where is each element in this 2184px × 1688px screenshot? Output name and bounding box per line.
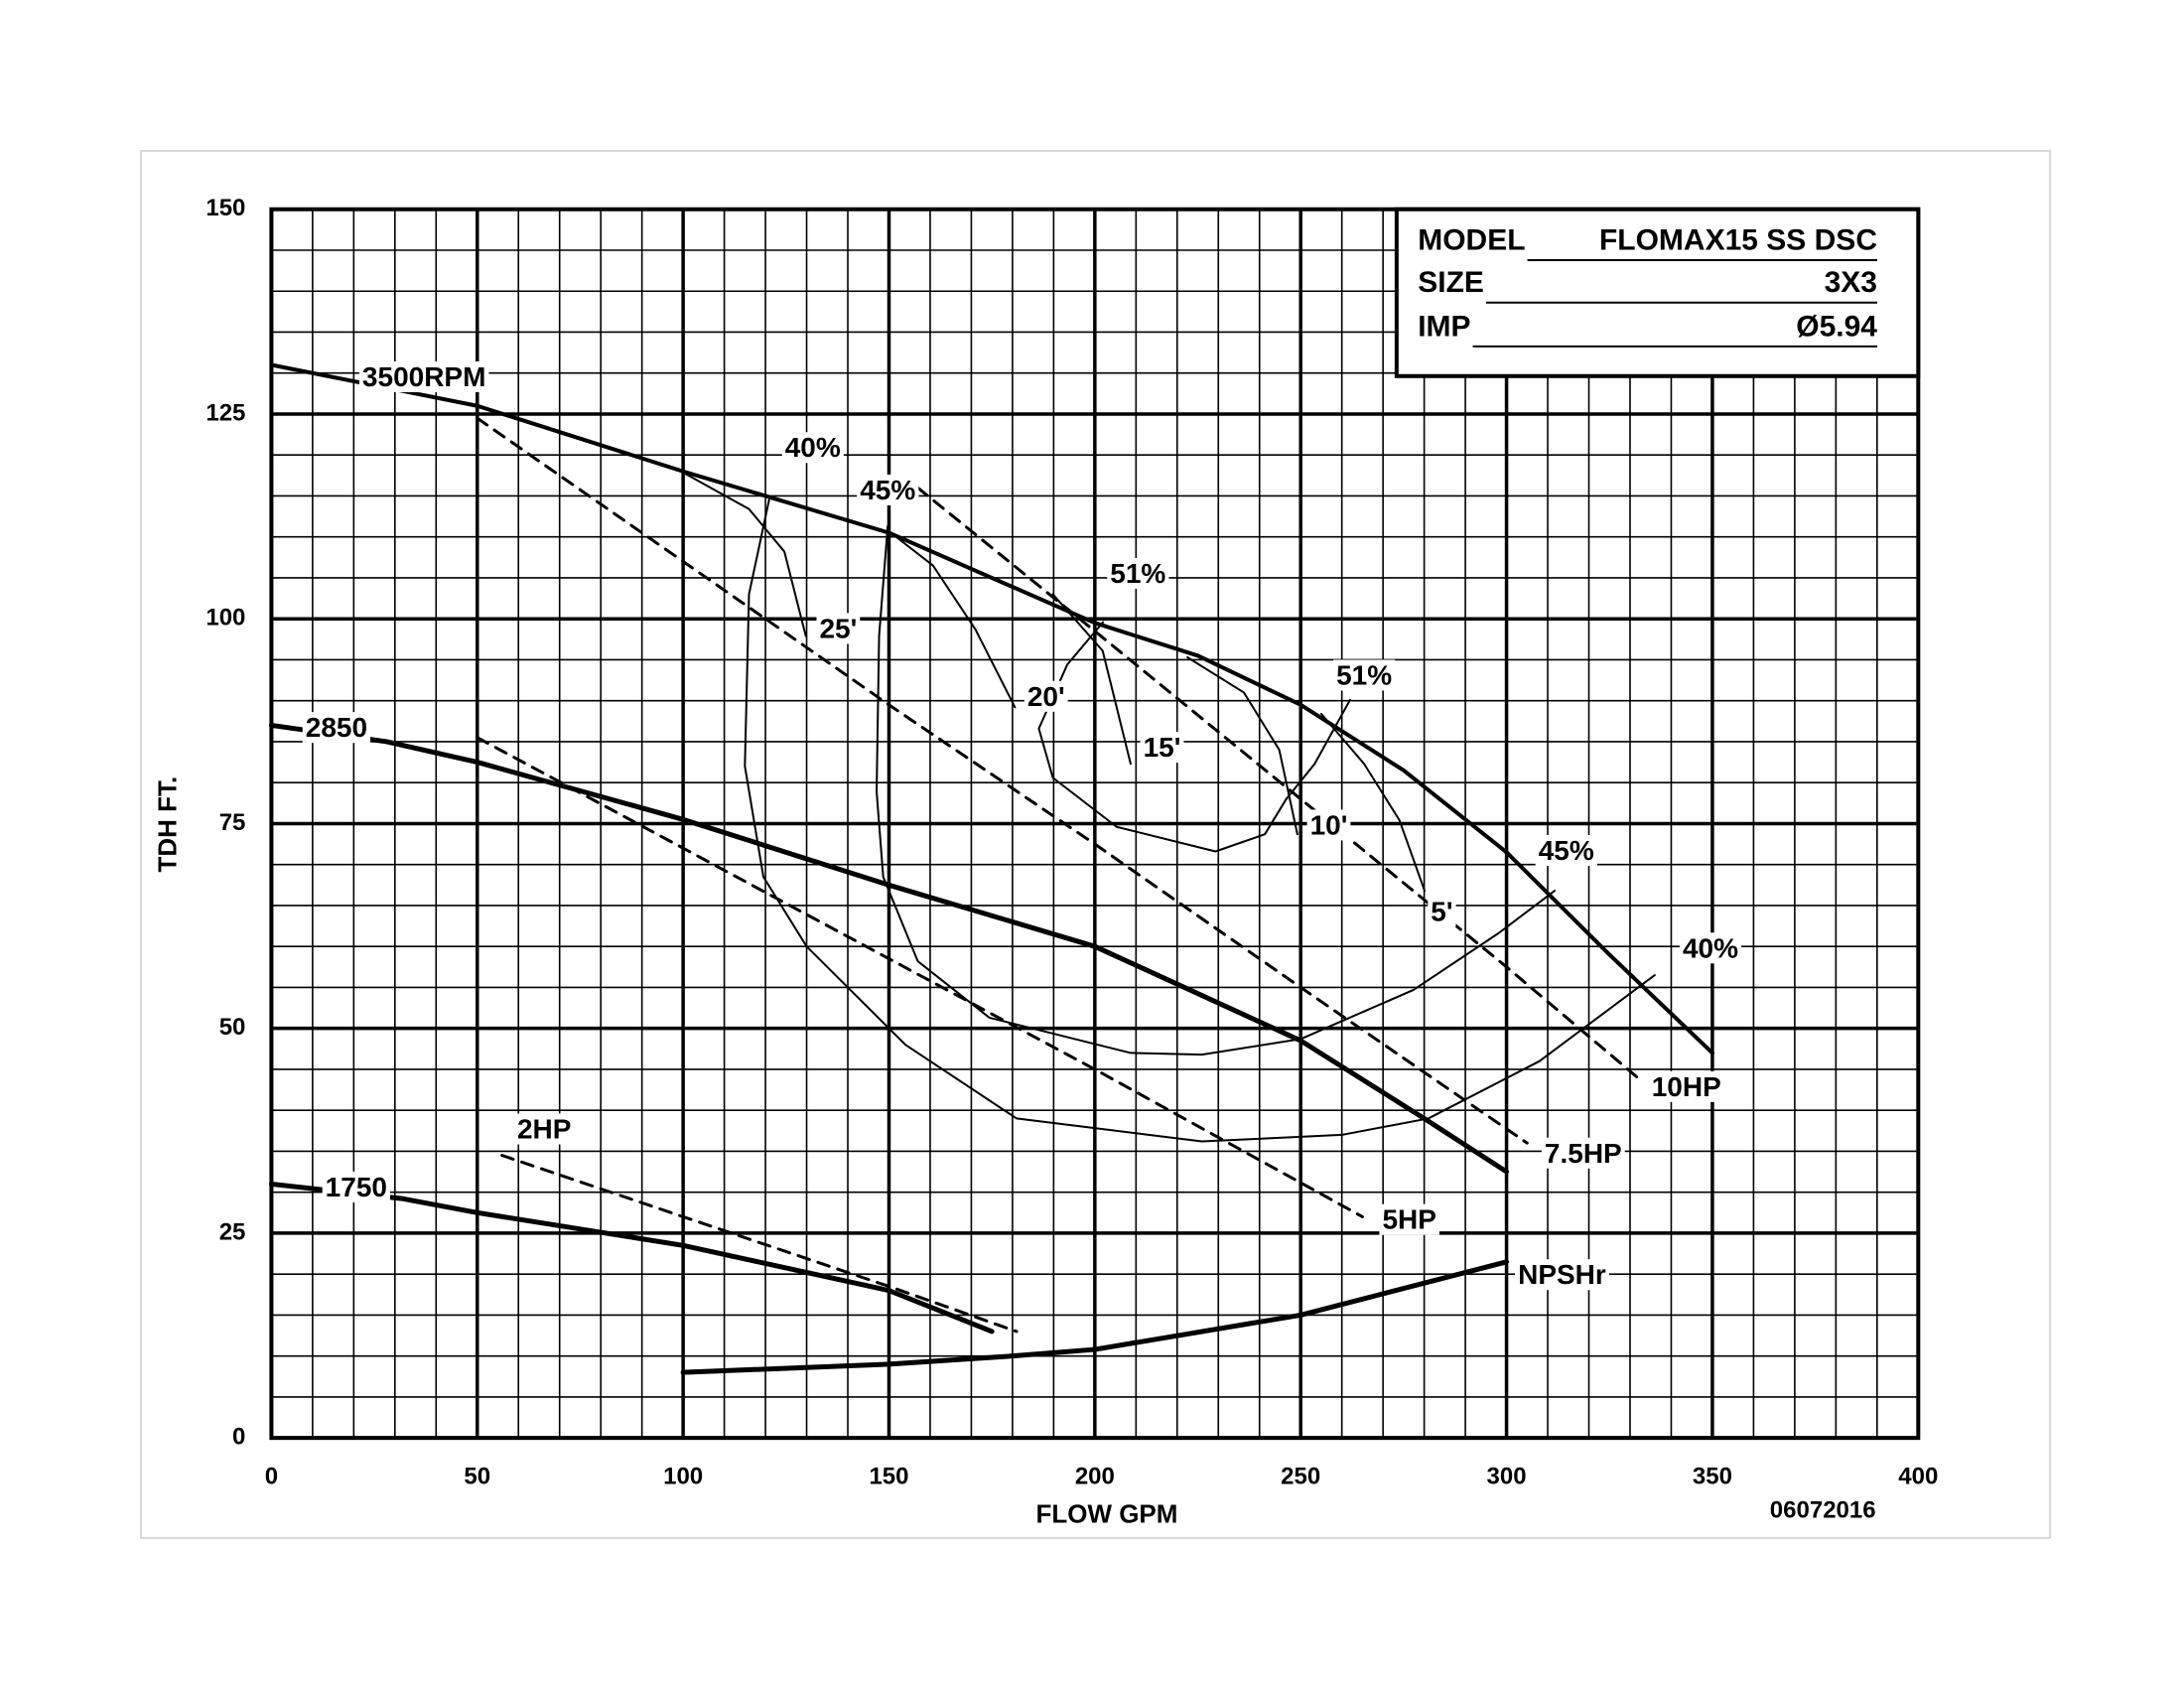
label-background <box>1648 1070 1724 1102</box>
series-label: 10' <box>1310 809 1348 840</box>
y-tick-label: 150 <box>205 195 245 221</box>
series-label: 2850 <box>306 712 367 743</box>
y-tick-label: 75 <box>219 809 246 836</box>
label-background <box>857 474 919 505</box>
label-background <box>302 712 371 744</box>
x-tick-label: 350 <box>1693 1463 1732 1489</box>
label-background <box>1024 680 1068 712</box>
plot-border <box>269 207 1921 1441</box>
label-background <box>1333 659 1396 691</box>
label-background <box>1515 1259 1609 1291</box>
series-line <box>269 362 1714 1055</box>
x-tick-label: 150 <box>869 1463 908 1489</box>
label-background <box>1679 932 1742 964</box>
info-value: FLOMAX15 SS DSC <box>1599 223 1877 256</box>
series-label: 20' <box>1027 681 1065 712</box>
series-label: 25' <box>819 613 857 643</box>
label-background <box>1541 1137 1625 1169</box>
series-line <box>500 1154 1019 1334</box>
series-label: 1750 <box>326 1172 387 1202</box>
x-tick-label: 200 <box>1075 1463 1115 1489</box>
series-line <box>476 416 1529 1145</box>
y-tick-label: 50 <box>219 1014 246 1041</box>
series-line <box>1051 593 1132 766</box>
x-tick-label: 100 <box>663 1463 703 1489</box>
series-label: NPSHr <box>1518 1259 1606 1290</box>
info-label: MODEL <box>1418 223 1525 256</box>
x-tick-label: 50 <box>464 1463 490 1489</box>
label-background <box>322 1171 390 1202</box>
x-tick-label: 250 <box>1281 1463 1320 1489</box>
y-tick-label: 25 <box>219 1218 246 1245</box>
footer-code: 06072016 <box>1770 1497 1876 1524</box>
x-tick-label: 300 <box>1487 1463 1527 1489</box>
series-line <box>684 473 807 637</box>
series-label: 45% <box>1539 835 1594 866</box>
x-axis-label: FLOW GPM <box>1035 1498 1177 1528</box>
series-label: 5' <box>1431 896 1452 926</box>
label-background <box>1306 809 1351 841</box>
series-line <box>1319 712 1427 893</box>
series-label: 2HP <box>517 1114 571 1145</box>
series-label: 51% <box>1110 558 1165 589</box>
series-label: 7.5HP <box>1545 1138 1622 1169</box>
info-label: SIZE <box>1418 266 1484 299</box>
info-value: Ø5.94 <box>1796 310 1877 343</box>
x-tick-label: 0 <box>265 1463 278 1489</box>
series-label: 40% <box>785 432 841 463</box>
y-tick-label: 0 <box>232 1423 245 1450</box>
series-label: 3500RPM <box>362 361 486 392</box>
info-value: 3X3 <box>1825 266 1877 299</box>
info-label: IMP <box>1418 310 1470 343</box>
series-label: 15' <box>1144 732 1181 763</box>
y-tick-label: 125 <box>205 399 245 426</box>
series-line <box>268 722 1510 1175</box>
series-label: 45% <box>860 475 915 505</box>
label-background <box>1140 732 1184 764</box>
series-label: 10HP <box>1652 1071 1721 1102</box>
label-background <box>781 432 844 464</box>
y-axis-label: TDH FT. <box>153 776 183 873</box>
series-label: 51% <box>1336 659 1392 690</box>
series-label: 40% <box>1683 932 1738 963</box>
series-line <box>916 486 1644 1083</box>
label-background <box>358 361 489 393</box>
label-background <box>1535 835 1597 867</box>
series-line <box>744 496 1656 1143</box>
label-background <box>816 613 861 644</box>
x-tick-label: 400 <box>1898 1463 1938 1489</box>
label-background <box>1379 1203 1439 1235</box>
info-box <box>1394 207 1921 378</box>
y-tick-label: 100 <box>205 605 245 632</box>
series-line <box>1186 655 1298 836</box>
label-background <box>1428 896 1456 927</box>
series-line <box>476 736 1364 1218</box>
label-background <box>513 1113 575 1145</box>
series-line <box>680 1259 1510 1375</box>
series-line <box>876 524 1557 1056</box>
series-line <box>887 529 1017 709</box>
series-label: 5HP <box>1382 1204 1435 1235</box>
label-background <box>1107 557 1169 589</box>
